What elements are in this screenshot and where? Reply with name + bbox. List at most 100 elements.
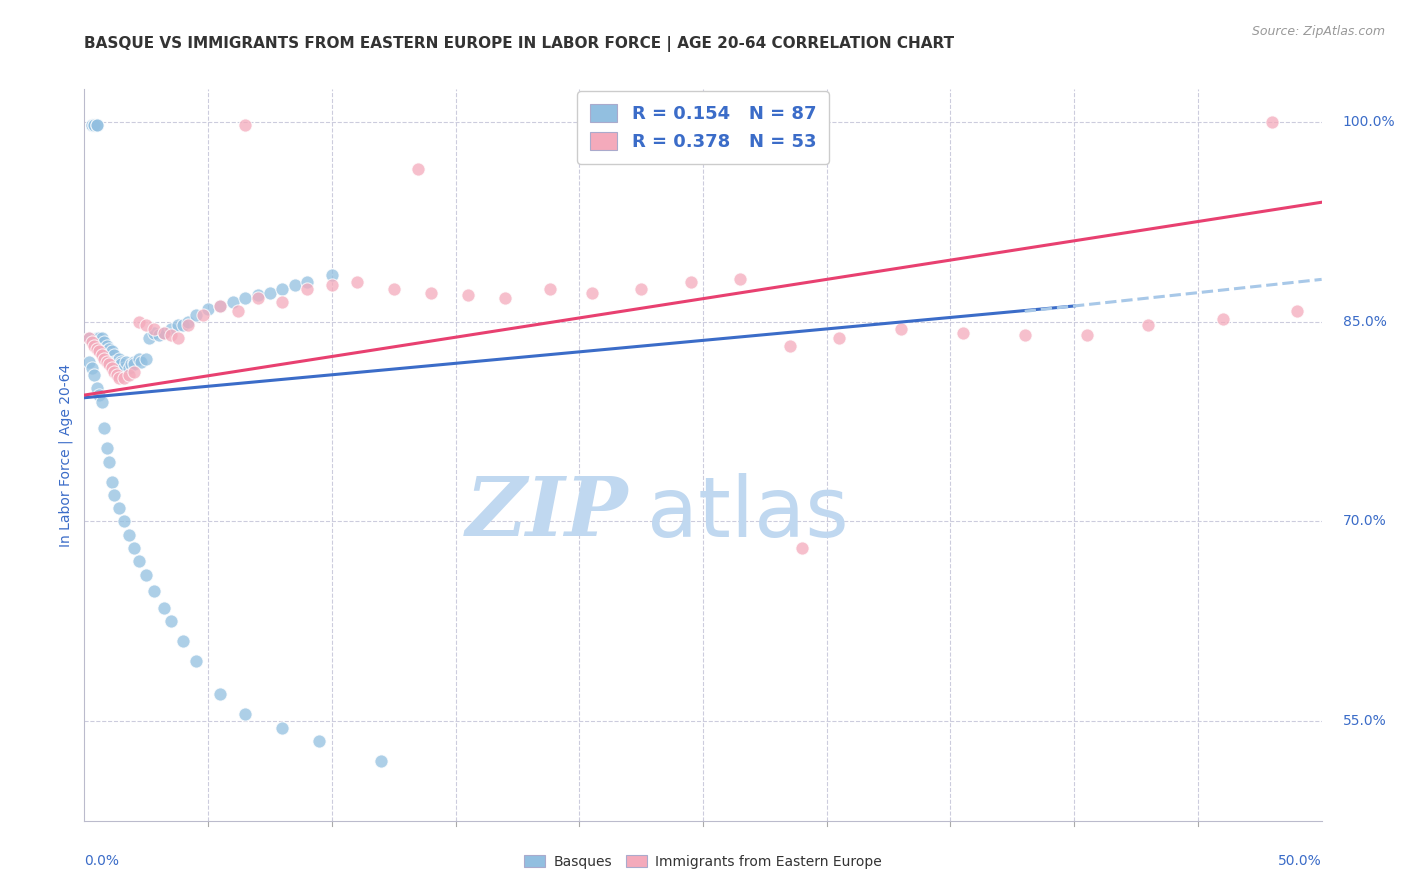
- Point: [79, 331, 101, 345]
- Point: [86, 342, 108, 356]
- Point: [728, 272, 751, 286]
- Point: [1261, 115, 1284, 129]
- Point: [96, 339, 118, 353]
- Point: [112, 515, 135, 529]
- Point: [246, 291, 269, 305]
- Point: [1076, 328, 1098, 343]
- Point: [100, 344, 122, 359]
- Point: [83, 118, 105, 132]
- Point: [80, 118, 103, 132]
- Text: BASQUE VS IMMIGRANTS FROM EASTERN EUROPE IN LABOR FORCE | AGE 20-64 CORRELATION : BASQUE VS IMMIGRANTS FROM EASTERN EUROPE…: [84, 36, 955, 52]
- Point: [321, 268, 343, 283]
- Point: [112, 371, 135, 385]
- Point: [790, 541, 813, 555]
- Point: [108, 371, 131, 385]
- Point: [295, 282, 318, 296]
- Legend: Basques, Immigrants from Eastern Europe: Basques, Immigrants from Eastern Europe: [517, 848, 889, 876]
- Point: [98, 358, 121, 372]
- Point: [177, 318, 200, 332]
- Point: [209, 687, 232, 701]
- Point: [828, 331, 851, 345]
- Point: [408, 161, 430, 176]
- Point: [581, 285, 603, 300]
- Point: [284, 277, 307, 292]
- Point: [110, 358, 132, 372]
- Point: [90, 394, 112, 409]
- Point: [86, 331, 108, 345]
- Point: [233, 118, 256, 132]
- Point: [321, 277, 343, 292]
- Point: [86, 118, 108, 132]
- Point: [191, 308, 214, 322]
- Point: [90, 348, 112, 362]
- Point: [494, 291, 516, 305]
- Point: [96, 348, 118, 362]
- Point: [80, 361, 103, 376]
- Point: [128, 315, 150, 329]
- Point: [142, 321, 165, 335]
- Text: 70.0%: 70.0%: [1343, 515, 1386, 528]
- Point: [679, 275, 702, 289]
- Point: [83, 368, 105, 383]
- Point: [86, 118, 108, 132]
- Point: [105, 368, 128, 383]
- Point: [222, 295, 245, 310]
- Y-axis label: In Labor Force | Age 20-64: In Labor Force | Age 20-64: [59, 363, 73, 547]
- Point: [96, 355, 118, 369]
- Point: [246, 288, 269, 302]
- Point: [108, 352, 131, 367]
- Point: [103, 488, 125, 502]
- Point: [346, 275, 368, 289]
- Point: [93, 352, 115, 367]
- Point: [89, 344, 111, 359]
- Text: 85.0%: 85.0%: [1343, 315, 1386, 329]
- Point: [115, 355, 138, 369]
- Point: [779, 339, 801, 353]
- Point: [152, 326, 174, 340]
- Point: [259, 285, 281, 300]
- Point: [122, 366, 145, 380]
- Point: [103, 355, 125, 369]
- Point: [80, 118, 103, 132]
- Point: [160, 321, 183, 335]
- Point: [271, 295, 294, 310]
- Point: [172, 634, 194, 648]
- Point: [79, 331, 101, 345]
- Point: [233, 707, 256, 722]
- Point: [152, 326, 174, 340]
- Point: [1212, 312, 1234, 326]
- Point: [100, 361, 122, 376]
- Point: [233, 291, 256, 305]
- Point: [103, 348, 125, 362]
- Point: [370, 754, 392, 768]
- Point: [952, 326, 974, 340]
- Point: [177, 315, 200, 329]
- Point: [419, 285, 441, 300]
- Point: [93, 334, 115, 349]
- Point: [96, 442, 118, 456]
- Point: [135, 567, 157, 582]
- Point: [271, 721, 294, 735]
- Point: [90, 342, 112, 356]
- Point: [90, 344, 112, 359]
- Point: [184, 654, 207, 668]
- Point: [89, 388, 111, 402]
- Point: [98, 348, 121, 362]
- Point: [160, 614, 183, 628]
- Text: Source: ZipAtlas.com: Source: ZipAtlas.com: [1251, 25, 1385, 38]
- Point: [382, 282, 405, 296]
- Point: [295, 275, 318, 289]
- Point: [122, 355, 145, 369]
- Point: [271, 282, 294, 296]
- Point: [148, 328, 170, 343]
- Point: [118, 361, 141, 376]
- Point: [96, 344, 118, 359]
- Point: [93, 348, 115, 362]
- Point: [83, 339, 105, 353]
- Point: [93, 344, 115, 359]
- Point: [89, 331, 111, 345]
- Point: [142, 583, 165, 598]
- Point: [90, 331, 112, 345]
- Point: [110, 355, 132, 369]
- Text: 100.0%: 100.0%: [1343, 115, 1395, 129]
